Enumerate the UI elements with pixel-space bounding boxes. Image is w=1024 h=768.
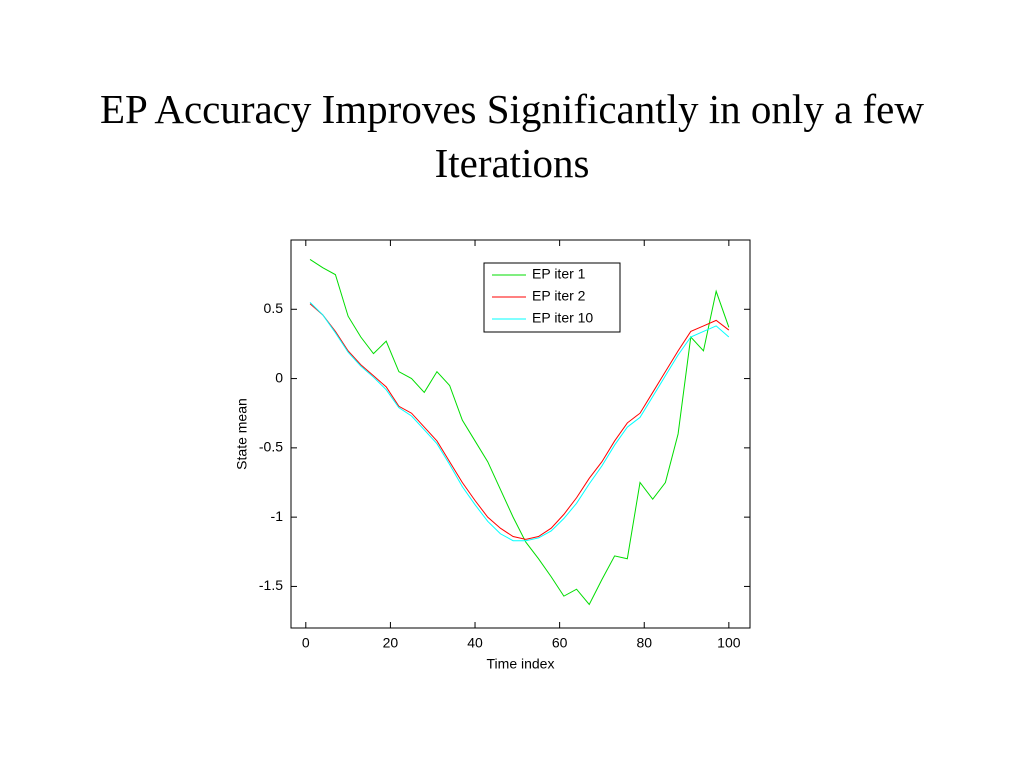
y-tick-label: -0.5: [259, 439, 283, 455]
series-line: [309, 303, 730, 540]
series-line: [309, 302, 730, 542]
x-tick-label: 0: [302, 635, 310, 651]
x-axis-label: Time index: [487, 656, 555, 672]
y-tick-label: 0: [275, 369, 283, 385]
chart-title: EP Accuracy Improves Significantly in on…: [100, 86, 924, 186]
plot-frame: [290, 239, 751, 629]
legend-label: EP iter 1: [532, 266, 586, 282]
legend-label: EP iter 10: [532, 310, 593, 326]
series-line: [309, 258, 730, 606]
y-axis-label: State mean: [234, 398, 250, 470]
y-tick-label: 0.5: [264, 300, 284, 316]
x-tick-label: 100: [717, 635, 741, 651]
x-tick-label: 60: [552, 635, 568, 651]
legend-label: EP iter 2: [532, 288, 586, 304]
y-tick-label: -1: [271, 508, 284, 524]
x-tick-label: 40: [467, 635, 483, 651]
x-tick-label: 80: [636, 635, 652, 651]
x-tick-label: 20: [383, 635, 399, 651]
y-tick-label: -1.5: [259, 577, 283, 593]
